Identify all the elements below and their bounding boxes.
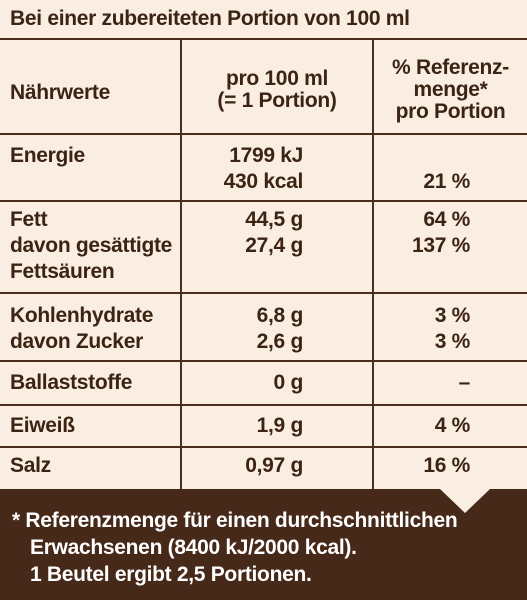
column-header-per-100ml: pro 100 ml (= 1 Portion) (217, 67, 337, 112)
row-fett-value: 44,5 g 27,4 g (245, 208, 303, 257)
column-divider (372, 40, 374, 490)
row-divider (0, 292, 527, 294)
row-ballaststoffe-ref: – (458, 371, 471, 394)
column-header-naehrwerte: Nährwerte (10, 81, 111, 104)
row-eiweiss-name: Eiweiß (10, 414, 75, 437)
row-eiweiss-value: 1,9 g (256, 414, 304, 437)
row-divider (0, 446, 527, 448)
column-divider (180, 40, 182, 490)
row-divider (0, 360, 527, 362)
row-kohlenhydrate-name: Kohlenhydrate davon Zucker (10, 304, 154, 353)
row-divider (0, 133, 527, 135)
footnote-text: * Referenzmenge für einen durchschnittli… (12, 509, 458, 586)
row-eiweiss-ref: 4 % (434, 414, 471, 437)
row-energie-name: Energie (10, 144, 85, 167)
row-salz-name: Salz (10, 454, 51, 477)
row-ballaststoffe-value: 0 g (273, 371, 304, 394)
row-energie-ref: 21 % (423, 170, 470, 193)
row-divider (0, 200, 527, 202)
row-divider (0, 404, 527, 406)
footer-notch (440, 489, 490, 513)
row-salz-value: 0,97 g (245, 454, 303, 477)
row-fett-ref: 64 % 137 % (411, 208, 470, 257)
row-salz-ref: 16 % (423, 454, 470, 477)
table-title: Bei einer zubereiteten Portion von 100 m… (0, 0, 527, 40)
column-header-reference: % Referenz- menge* pro Portion (392, 56, 509, 123)
footnote-panel: * Referenzmenge für einen durchschnittli… (0, 489, 527, 600)
row-fett-name: Fett davon gesättigte Fettsäuren (10, 208, 173, 283)
row-kohlenhydrate-ref: 3 % 3 % (434, 304, 471, 353)
row-energie-value: 1799 kJ 430 kcal (223, 144, 304, 193)
row-kohlenhydrate-value: 6,8 g 2,6 g (256, 304, 304, 353)
row-ballaststoffe-name: Ballaststoffe (10, 371, 133, 394)
